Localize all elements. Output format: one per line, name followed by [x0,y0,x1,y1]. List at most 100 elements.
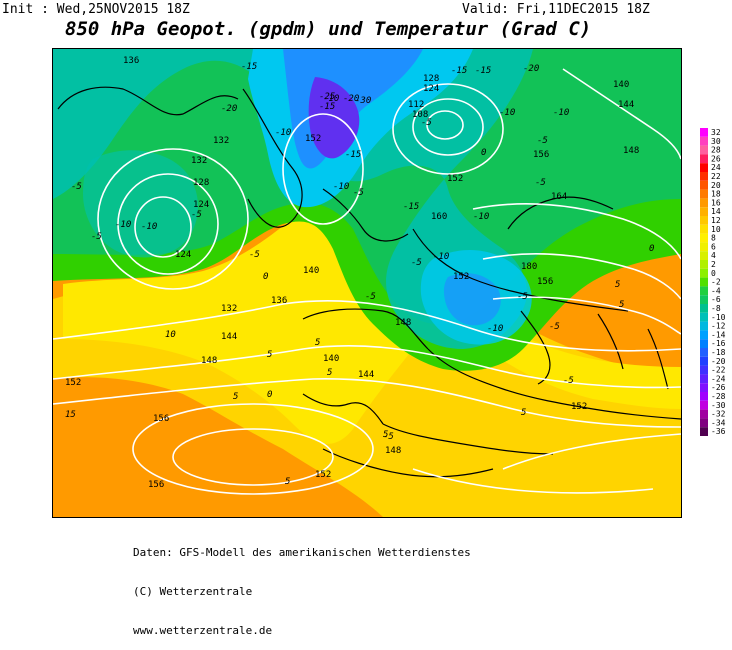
geopotential-label: 144 [358,370,374,380]
legend-label: -26 [711,383,726,392]
map-title: 850 hPa Geopot. (gpdm) und Temperatur (G… [65,18,592,40]
temperature-label: 5 [615,280,620,290]
geopotential-label: 148 [395,318,411,328]
geopotential-label: 136 [123,56,139,66]
weather-map: 1361321321281241241321361401441481521561… [52,48,682,518]
geopotential-label: 136 [271,296,287,306]
legend-label: -14 [711,330,726,339]
temp-zone-europe-cold2 [443,273,501,326]
legend-swatch [700,392,708,401]
geopotential-label: 148 [385,446,401,456]
legend-label: 18 [711,190,721,199]
temp-zone-minus25 [308,77,360,159]
legend-label: 28 [711,146,721,155]
temperature-label: -5 [549,322,560,332]
legend-swatch [700,356,708,366]
geopotential-label: 132 [221,304,237,314]
legend-label: -6 [711,295,721,304]
legend-label: -10 [711,313,726,322]
legend-label: 4 [711,251,716,260]
valid-time: Valid: Fri,11DEC2015 18Z [462,2,650,17]
temperature-label: 10 [165,330,176,340]
legend-swatch [700,224,708,234]
legend-swatch [700,339,708,348]
legend-swatch [700,233,708,243]
legend-label: 32 [711,128,721,137]
geopotential-label: 156 [537,277,553,287]
temperature-label: -10 [553,108,569,118]
temperature-label: 0 [649,244,654,254]
temperature-label: 5 [521,408,526,418]
legend-swatch [700,383,708,392]
temperature-label: -5 [537,136,548,146]
temperature-label: 5 [619,300,624,310]
temperature-label: -20 [343,94,359,104]
geopotential-label: 112 [408,100,424,110]
geopotential-label: 144 [221,332,237,342]
legend-label: -2 [711,278,721,287]
legend-label: -4 [711,286,721,295]
legend-swatch [700,216,708,225]
geopotential-label: 124 [193,200,209,210]
legend-swatch [700,277,708,287]
temperature-label: -10 [333,182,349,192]
legend-label: 0 [711,269,716,278]
temperature-label: -5 [191,210,202,220]
footer-website: www.wetterzentrale.de [133,624,273,637]
temperature-label: -10 [115,220,131,230]
geopotential-label: 152 [305,134,321,144]
temperature-label: -10 [487,324,503,334]
legend-label: 22 [711,172,721,181]
temperature-label: -20 [523,64,539,74]
geopotential-label: 108 [412,110,428,120]
init-time: Init : Wed,25NOV2015 18Z [2,2,190,17]
footer: Daten: GFS-Modell des amerikanischen Wet… [133,520,471,650]
legend-swatch [700,304,708,313]
temp-zone-atlantic-cold [83,150,198,258]
legend-swatch [700,427,708,436]
legend-swatch [700,198,708,208]
legend-swatch [700,207,708,216]
legend-label: 12 [711,216,721,225]
temperature-label: -5 [563,376,574,386]
legend-swatch [700,163,708,172]
legend-swatch [700,260,708,269]
legend-swatch [700,365,708,375]
legend-label: -12 [711,322,726,331]
geopotential-label: 140 [613,80,629,90]
legend-swatch [700,409,708,419]
temperature-label: -5 [421,118,432,128]
temperature-label: -5 [411,258,422,268]
temperature-label: 15 [65,410,76,420]
legend-label: -32 [711,410,726,419]
geopotential-label: 128 [423,74,439,84]
legend-swatch [700,172,708,181]
temperature-label: -10 [275,128,291,138]
temperature-label: -10 [433,252,449,262]
temperature-label: -15 [451,66,467,76]
legend-swatch [700,180,708,190]
geopotential-label: 140 [323,354,339,364]
legend-label: 14 [711,207,721,216]
temperature-label: -5 [353,188,364,198]
temperature-label: -10 [473,212,489,222]
legend-label: 8 [711,234,716,243]
geopotential-label: 156 [533,150,549,160]
temperature-label: 0 [267,390,272,400]
legend-label: -18 [711,348,726,357]
legend-swatch [700,400,708,410]
temperature-label: 0 [263,272,268,282]
legend-label: -8 [711,304,721,313]
legend-swatch [700,268,708,278]
legend-label: -24 [711,374,726,383]
legend-label: -22 [711,366,726,375]
temperature-label: -10 [323,94,339,104]
geopotential-label: 152 [571,402,587,412]
legend-swatch [700,145,708,155]
geopotential-label: 128 [193,178,209,188]
geopotential-label: 132 [191,156,207,166]
geopotential-label: 140 [303,266,319,276]
legend-label: -28 [711,392,726,401]
legend-swatch [700,136,708,146]
temperature-label: -5 [91,232,102,242]
